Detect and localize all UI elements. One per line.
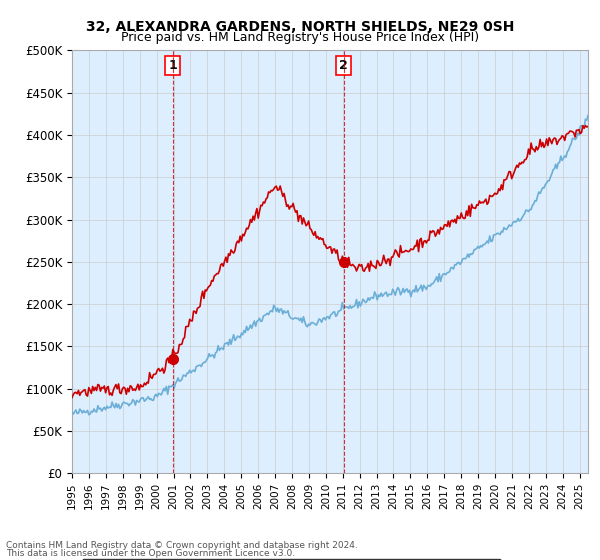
Text: 32, ALEXANDRA GARDENS, NORTH SHIELDS, NE29 0SH: 32, ALEXANDRA GARDENS, NORTH SHIELDS, NE… <box>86 20 514 34</box>
Legend: 32, ALEXANDRA GARDENS, NORTH SHIELDS, NE29 0SH (detached house), HPI: Average pr: 32, ALEXANDRA GARDENS, NORTH SHIELDS, NE… <box>82 559 501 560</box>
Text: 1: 1 <box>169 59 177 72</box>
Text: Contains HM Land Registry data © Crown copyright and database right 2024.: Contains HM Land Registry data © Crown c… <box>6 541 358 550</box>
Text: This data is licensed under the Open Government Licence v3.0.: This data is licensed under the Open Gov… <box>6 549 295 558</box>
Text: Price paid vs. HM Land Registry's House Price Index (HPI): Price paid vs. HM Land Registry's House … <box>121 31 479 44</box>
Text: 2: 2 <box>339 59 348 72</box>
